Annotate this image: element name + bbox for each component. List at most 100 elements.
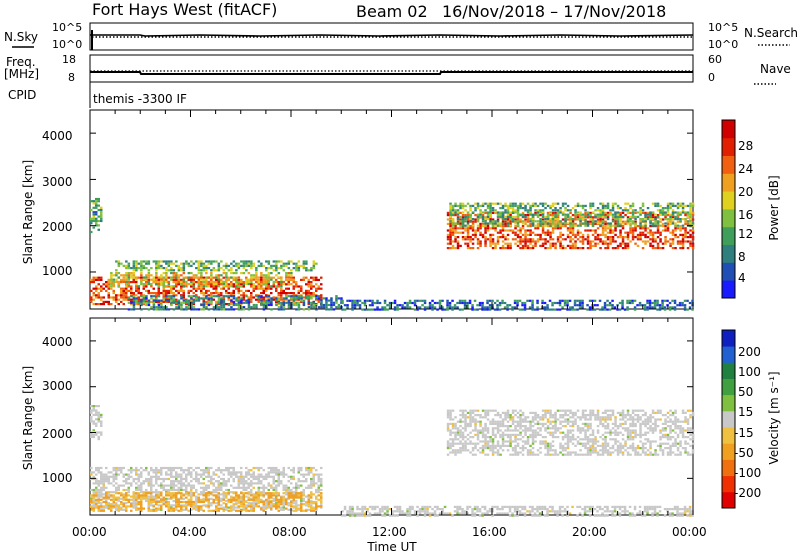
power-cell-region-1	[275, 287, 278, 290]
power-cell-region-2	[190, 283, 193, 286]
power-cell-region-7	[659, 209, 662, 212]
vel-cell-region-1	[300, 469, 303, 472]
vel-cell-region-2	[112, 494, 115, 497]
vel-cell-region-2	[97, 509, 100, 512]
vel-cell-region-2	[237, 505, 240, 508]
power-cell-region-5	[518, 299, 522, 302]
power-cell-region-7	[599, 213, 602, 216]
power-cell-region-5	[411, 301, 414, 305]
power-cell-region-5	[401, 306, 404, 309]
power-cell-region-6	[656, 242, 660, 245]
vel-cell-region-2	[160, 494, 163, 497]
power-cell-region-7	[596, 215, 600, 218]
power-cell-region-7	[691, 204, 695, 207]
power-cell-region-6	[691, 231, 695, 234]
power-cell-region-3	[195, 267, 198, 270]
vel-cell-region-1	[135, 473, 138, 476]
power-cell-region-6	[491, 227, 495, 230]
power-cell-region-4	[292, 303, 296, 307]
power-cell-region-7	[529, 213, 532, 216]
power-cell-region-2	[147, 272, 151, 275]
power-cell-region-2	[230, 283, 233, 286]
power-cell-region-1	[187, 289, 190, 292]
power-cell-region-5	[426, 306, 429, 309]
vel-cell-region-1	[260, 473, 263, 476]
vel-cell-region-1	[210, 466, 213, 470]
power-cell-region-1	[195, 276, 198, 279]
power-cell-region-4	[132, 306, 136, 309]
noise-tick-left-top: 10^5	[52, 21, 82, 34]
power-cell-region-4	[180, 303, 183, 307]
power-cell-region-3	[262, 264, 266, 267]
vel-cell-region-1	[100, 473, 103, 476]
vel-cell-region-1	[280, 471, 283, 474]
vel-cell-region-1	[222, 495, 225, 498]
vel-cell-region-1	[277, 473, 280, 476]
power-cell-region-4	[202, 308, 206, 311]
power-cell-region-7	[596, 207, 600, 210]
power-cell-region-6	[679, 233, 682, 236]
power-cell-region-4	[335, 306, 338, 309]
power-data-layer	[90, 197, 695, 311]
power-cell-region-7	[626, 209, 630, 212]
power-cell-region-7	[486, 222, 490, 225]
power-cell-region-7	[674, 224, 677, 227]
power-cell-region-1	[112, 296, 115, 299]
power-cell-region-6	[691, 236, 695, 239]
power-cell-region-5	[351, 299, 354, 302]
power-cell-region-7	[689, 222, 692, 225]
power-cell-region-7	[511, 202, 515, 205]
vel-cell-region-2	[237, 509, 240, 512]
power-cell-region-6	[449, 225, 452, 228]
power-cell-region-4	[292, 299, 296, 302]
vel-cell-region-2	[167, 500, 170, 504]
power-cell-region-4	[182, 299, 186, 302]
power-cell-region-2	[190, 272, 193, 275]
power-cell-region-6	[544, 242, 547, 245]
vel-cell-region-1	[170, 497, 173, 500]
power-cell-region-7	[551, 222, 555, 225]
vel-cell-region-2	[125, 509, 128, 512]
power-cell-region-6	[536, 238, 540, 241]
power-cell-region-5	[408, 306, 412, 309]
power-cell-region-7	[684, 211, 687, 214]
vel-cell-region-1	[112, 469, 115, 472]
power-cell-region-3	[220, 267, 223, 270]
power-cell-region-3	[312, 260, 316, 263]
power-cell-region-6	[524, 220, 527, 223]
power-cell-region-6	[524, 247, 527, 250]
vel-cell-region-1	[252, 499, 255, 503]
power-cell-region-2	[110, 272, 113, 275]
vel-cell-region-2	[130, 509, 133, 512]
power-cell-region-3	[197, 264, 201, 267]
power-cell-region-1	[307, 292, 310, 295]
power-cell-region-7	[501, 204, 505, 207]
vel-cell-region-1	[302, 499, 305, 503]
power-cell-region-5	[561, 299, 564, 302]
vel-cell-region-1	[205, 469, 208, 472]
power-cell-region-5	[611, 304, 614, 307]
power-cell-region-2	[142, 278, 146, 281]
vel-cell-region-2	[232, 503, 235, 506]
vel-cell-region-2	[145, 496, 148, 499]
vel-cell-region-2	[245, 492, 248, 495]
vel-cell-region-1	[170, 471, 173, 474]
power-cell-region-3	[167, 262, 171, 265]
vel-cell-region-1	[100, 471, 103, 474]
power-cell-region-6	[494, 229, 497, 232]
power-cell-region-7	[554, 218, 557, 221]
power-cell-region-1	[250, 300, 253, 303]
power-cell-region-4	[270, 301, 273, 304]
vel-cell-region-2	[185, 492, 188, 495]
power-cell-region-6	[519, 227, 522, 230]
vel-cell-region-1	[152, 484, 155, 487]
power-cell-region-1	[135, 289, 138, 292]
power-cell-region-4	[140, 303, 143, 307]
power-cell-region-5	[446, 304, 449, 307]
power-cell-region-6	[654, 216, 657, 219]
power-cell-region-7	[674, 211, 677, 214]
power-cell-region-7	[671, 211, 675, 214]
power-cell-region-7	[544, 215, 547, 218]
power-cell-region-7	[521, 202, 525, 205]
power-cell-region-4	[292, 297, 296, 300]
